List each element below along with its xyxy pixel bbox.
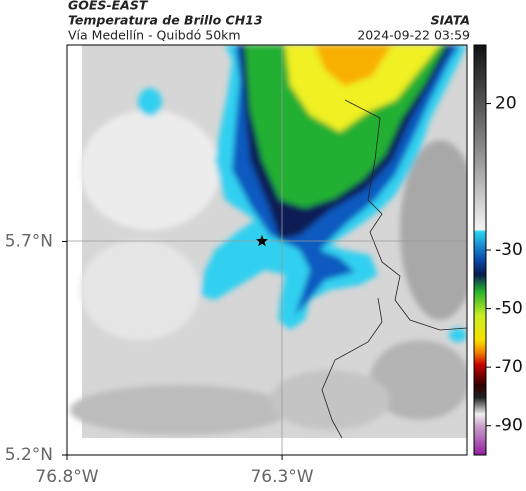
colorbar-tick-label: -70 (495, 357, 523, 377)
subtitle: Vía Medellín - Quibdó 50km (68, 28, 241, 43)
brand: SIATA (431, 13, 470, 28)
timestamp: 2024-09-22 03:59 (357, 28, 470, 43)
x-tick-label: 76.3°W (250, 467, 313, 487)
title: Temperatura de Brillo CH13 (68, 13, 263, 28)
map-frame (66, 44, 468, 456)
y-tick-label: 5.2°N (5, 445, 53, 465)
colorbar-tick-label: 20 (495, 94, 517, 114)
colorbar-tick-label: -50 (495, 299, 523, 319)
satellite-image (67, 45, 467, 455)
source: GOES-EAST (68, 0, 149, 13)
colorbar-tick-label: -90 (495, 416, 523, 436)
x-tick-label: 76.8°W (35, 467, 98, 487)
colorbar (473, 44, 487, 456)
y-tick-label: 5.7°N (5, 231, 53, 251)
axes: 76.8°W 76.3°W 5.2°N 5.7°N 20 -30 -50 -70 -90 (5, 94, 523, 487)
colorbar-tick-label: -30 (495, 240, 523, 260)
